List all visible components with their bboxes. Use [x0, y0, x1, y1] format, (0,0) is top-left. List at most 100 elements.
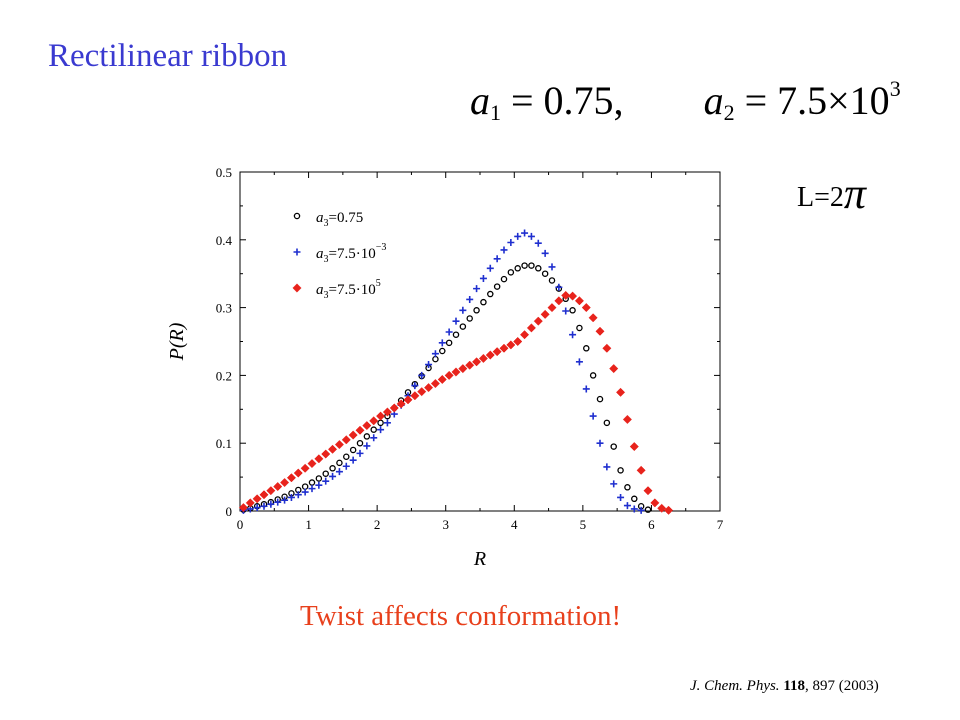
data-point: [245, 498, 255, 508]
data-point: [528, 262, 535, 269]
data-point: [617, 493, 625, 501]
data-point: [548, 263, 556, 271]
data-point: [445, 328, 453, 336]
x-tick-label: 0: [237, 517, 244, 532]
data-point: [417, 387, 427, 397]
data-point: [336, 459, 343, 467]
y-tick-label: 0.1: [216, 436, 232, 451]
data-point: [622, 414, 632, 425]
data-point: [437, 374, 447, 385]
data-point: [363, 442, 371, 450]
data-point: [328, 444, 338, 454]
data-point: [308, 485, 316, 493]
data-point: [315, 481, 323, 489]
data-point: [500, 275, 508, 283]
data-point: [588, 313, 598, 323]
data-point: [287, 493, 295, 501]
data-point: [342, 462, 350, 470]
y-tick-label: 0.4: [216, 233, 233, 248]
data-point: [377, 426, 385, 434]
data-point: [459, 323, 467, 330]
data-point: [547, 303, 557, 313]
data-point: [521, 229, 529, 237]
data-point: [314, 454, 324, 464]
data-point: [377, 419, 384, 427]
data-point: [493, 283, 501, 290]
data-point: [596, 395, 604, 403]
data-point: [487, 290, 494, 298]
data-point: [533, 316, 543, 326]
data-point: [644, 506, 652, 513]
data-point: [260, 502, 268, 510]
x-tick-label: 4: [511, 517, 518, 532]
data-point: [267, 500, 275, 508]
legend-marker-1: [293, 212, 301, 220]
data-point: [281, 496, 289, 504]
legend-label-1: a3=0.75: [316, 210, 363, 229]
series-3-diamond-points: [238, 290, 674, 515]
data-point: [362, 421, 372, 431]
x-tick-label: 5: [580, 517, 587, 532]
data-point: [493, 255, 501, 263]
data-point: [540, 309, 550, 319]
data-point: [548, 277, 556, 284]
data-point: [596, 439, 604, 447]
data-point: [376, 411, 386, 421]
data-point: [466, 315, 473, 322]
data-point: [643, 486, 653, 496]
data-point: [439, 347, 446, 355]
data-point: [349, 456, 357, 464]
data-point: [657, 503, 667, 513]
data-point: [343, 453, 350, 461]
data-point: [664, 505, 674, 515]
data-point: [329, 472, 337, 480]
data-point: [452, 331, 460, 338]
y-tick-label: 0.3: [216, 301, 232, 316]
data-point: [445, 339, 453, 347]
data-point: [602, 343, 612, 353]
data-point: [301, 488, 309, 496]
data-point: [369, 416, 379, 426]
data-point: [636, 465, 646, 475]
data-point: [507, 269, 515, 276]
x-axis-label: R: [473, 548, 486, 570]
data-point: [610, 480, 618, 488]
data-point: [418, 371, 426, 379]
legend-marker-2: [293, 248, 301, 256]
data-point: [370, 426, 377, 433]
data-point: [425, 361, 433, 369]
parameter-equation: a1 = 0.75, a2 = 7.5×103: [470, 76, 901, 126]
data-point: [315, 475, 323, 482]
data-point: [479, 274, 487, 282]
data-point: [514, 232, 522, 240]
data-point: [411, 382, 419, 390]
data-point: [595, 326, 605, 336]
data-point: [485, 350, 495, 360]
data-point: [507, 239, 515, 247]
data-point: [582, 385, 590, 393]
data-point: [451, 367, 461, 377]
data-point: [238, 503, 248, 513]
data-point: [473, 285, 481, 293]
data-point: [334, 440, 344, 450]
data-point: [527, 232, 535, 240]
data-point: [514, 265, 521, 272]
data-point: [629, 442, 639, 452]
data-point: [286, 473, 296, 483]
a1-subscript: 1: [490, 100, 501, 125]
data-point: [631, 495, 638, 503]
data-point: [589, 372, 597, 379]
data-point: [432, 355, 439, 363]
x-tick-label: 1: [305, 517, 312, 532]
data-point: [466, 295, 474, 303]
data-point: [581, 303, 591, 313]
data-point: [452, 317, 460, 325]
data-point: [430, 378, 440, 389]
conclusion-text: Twist affects conformation!: [300, 600, 622, 632]
data-point: [438, 339, 446, 347]
data-point: [589, 412, 597, 420]
a2-subscript: 2: [723, 100, 735, 125]
data-point: [431, 350, 439, 358]
data-point: [307, 458, 317, 469]
data-point: [280, 477, 290, 488]
